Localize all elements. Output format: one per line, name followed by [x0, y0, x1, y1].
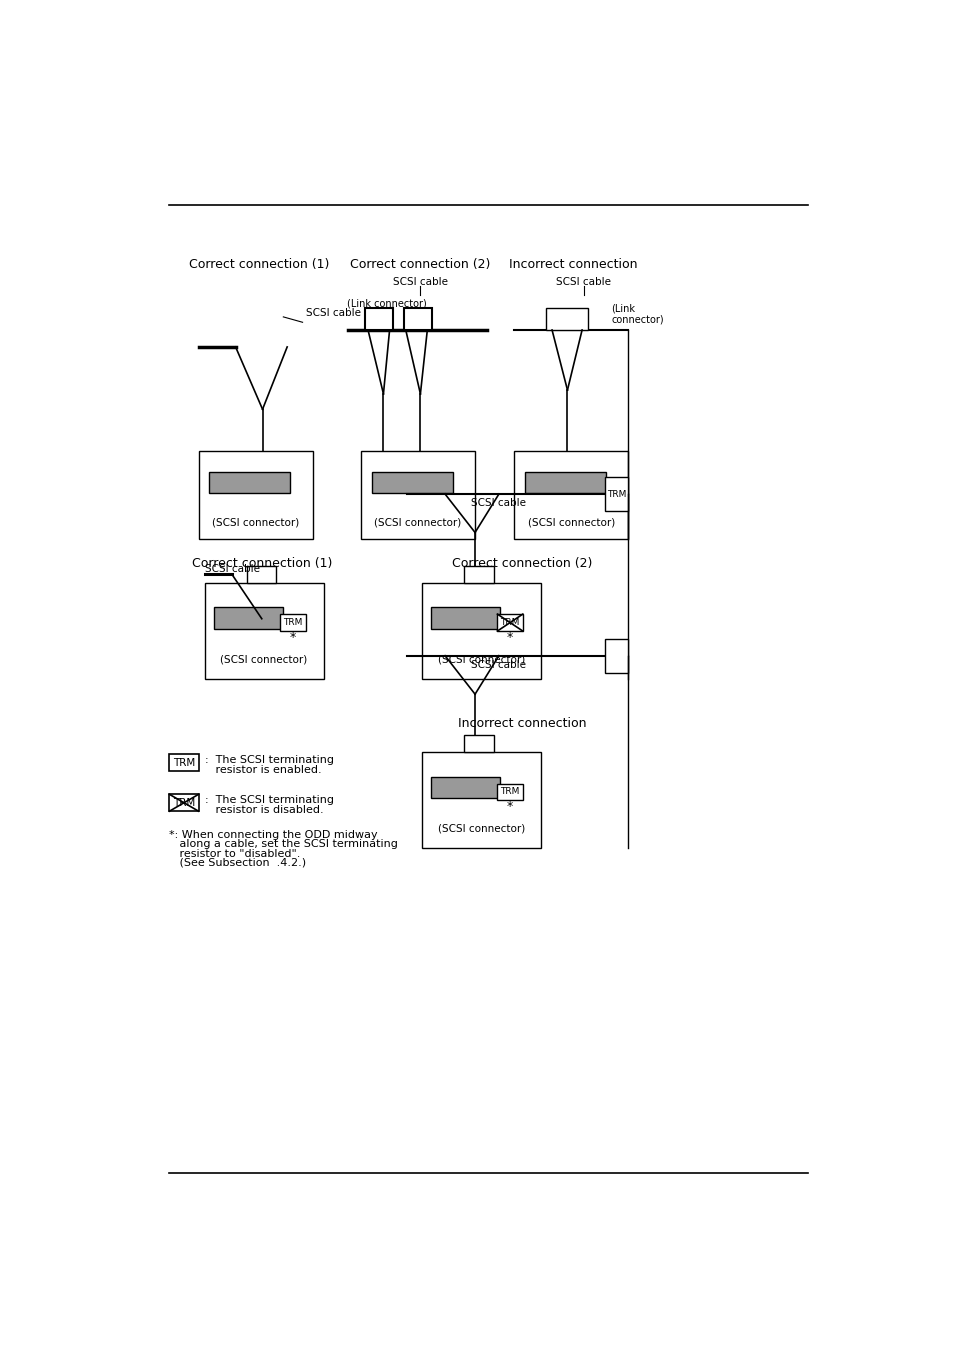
Bar [514, 451, 628, 539]
Bar [497, 615, 522, 631]
Text: SCSI cable: SCSI cable [471, 499, 526, 508]
Bar [464, 566, 493, 582]
Bar [604, 639, 628, 673]
Bar [372, 471, 453, 493]
Bar [464, 735, 493, 753]
Text: (See Subsection  .4.2.): (See Subsection .4.2.) [170, 858, 306, 867]
Text: (SCSI connector): (SCSI connector) [375, 517, 461, 527]
Text: (Link
connector): (Link connector) [611, 303, 663, 324]
Text: :  The SCSI terminating: : The SCSI terminating [205, 796, 334, 805]
Text: SCSI cable: SCSI cable [205, 565, 259, 574]
Text: Correct connection (1): Correct connection (1) [193, 557, 333, 570]
Text: *: * [506, 800, 513, 813]
Text: Incorrect connection: Incorrect connection [457, 717, 586, 730]
Text: *: * [289, 631, 295, 643]
Text: *: * [506, 631, 513, 643]
Text: Incorrect connection: Incorrect connection [509, 258, 638, 272]
Bar [247, 566, 276, 582]
Text: SCSI cable: SCSI cable [306, 308, 361, 317]
Text: (SCSI connector): (SCSI connector) [437, 824, 524, 834]
Text: TRM: TRM [499, 617, 518, 627]
Text: Correct connection (1): Correct connection (1) [189, 258, 329, 272]
Text: :  The SCSI terminating: : The SCSI terminating [205, 755, 334, 766]
Bar [431, 607, 500, 628]
Text: TRM: TRM [172, 758, 195, 767]
Bar [421, 582, 540, 678]
Text: TRM: TRM [172, 797, 195, 808]
Text: (Link connector): (Link connector) [347, 299, 427, 308]
Bar [213, 607, 283, 628]
Bar [170, 754, 198, 771]
Text: (SCSI connector): (SCSI connector) [212, 517, 299, 527]
Text: along a cable, set the SCSI terminating: along a cable, set the SCSI terminating [170, 839, 397, 850]
Bar [205, 582, 324, 678]
Bar [361, 451, 475, 539]
Text: SCSI cable: SCSI cable [556, 277, 611, 288]
Bar [497, 784, 522, 800]
Bar [545, 308, 588, 330]
Text: Correct connection (2): Correct connection (2) [350, 258, 490, 272]
Text: (SCSI connector): (SCSI connector) [437, 654, 524, 665]
Text: SCSI cable: SCSI cable [471, 659, 526, 670]
Text: resistor is disabled.: resistor is disabled. [205, 805, 323, 815]
Bar [431, 777, 500, 798]
Bar [170, 794, 198, 811]
Text: (SCSI connector): (SCSI connector) [527, 517, 615, 527]
Text: (SCSI connector): (SCSI connector) [220, 654, 308, 665]
Bar [524, 471, 605, 493]
Bar [210, 471, 290, 493]
Bar [421, 753, 540, 848]
Text: *: When connecting the ODD midway: *: When connecting the ODD midway [170, 830, 377, 840]
Bar [198, 451, 313, 539]
Text: TRM: TRM [283, 617, 302, 627]
Bar [365, 308, 393, 330]
Bar [604, 477, 628, 511]
Bar [404, 308, 432, 330]
Text: TRM: TRM [606, 490, 626, 500]
Text: resistor to "disabled".: resistor to "disabled". [170, 848, 300, 859]
Text: TRM: TRM [499, 788, 518, 797]
Text: Correct connection (2): Correct connection (2) [452, 557, 592, 570]
Bar [280, 615, 305, 631]
Text: SCSI cable: SCSI cable [393, 277, 447, 288]
Text: resistor is enabled.: resistor is enabled. [205, 765, 321, 774]
